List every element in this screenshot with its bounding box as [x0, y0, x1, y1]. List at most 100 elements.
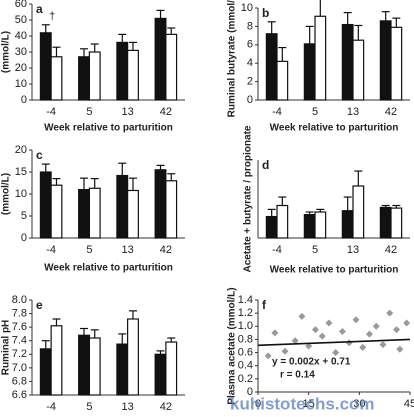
y-tick-label: 10: [15, 188, 27, 200]
y-axis-label: (mmol/L): [1, 173, 12, 215]
x-tick-label: 42: [385, 106, 397, 118]
x-tick-label: 5: [312, 106, 318, 118]
annotation: †: [49, 11, 55, 23]
watermark: kuhistotechs.com: [230, 394, 375, 413]
bar: [341, 23, 354, 101]
point: [271, 329, 279, 337]
bar: [276, 60, 289, 101]
bar: [88, 337, 101, 396]
bar: [154, 169, 167, 239]
y-tick-label: 7.0: [12, 362, 27, 374]
x-tick-label: -4: [46, 401, 56, 413]
point: [281, 347, 289, 355]
point: [396, 345, 404, 353]
y-tick-label: 15: [15, 166, 27, 178]
y-tick-label: 60: [15, 0, 27, 10]
x-tick-label: 13: [122, 401, 134, 413]
point: [291, 337, 299, 345]
bar: [50, 56, 63, 101]
point: [345, 339, 353, 347]
bar: [50, 184, 63, 239]
bar: [303, 214, 316, 239]
y-tick-label: 4: [247, 57, 253, 69]
panel-label: c: [36, 148, 43, 162]
bar: [127, 189, 139, 239]
y-axis-label: Ruminal pH: [1, 320, 12, 376]
point: [386, 309, 394, 317]
bar: [154, 17, 167, 101]
x-tick-label: 5: [86, 244, 92, 256]
y-tick-label: 7.8: [12, 307, 27, 319]
y-axis-label: (mmol/L): [1, 31, 12, 73]
point: [359, 343, 367, 351]
y-tick-label: 0.2: [238, 373, 253, 385]
y-axis-label: Ruminal butyrate (mmol/L): [227, 0, 238, 117]
y-tick-label: 0.8: [238, 333, 253, 345]
y-tick-label: 0.4: [238, 360, 253, 372]
bar: [39, 348, 52, 396]
y-tick-label: 50: [15, 14, 27, 26]
x-tick-label: 5: [312, 244, 318, 256]
x-tick-label: 5: [86, 401, 92, 413]
bar: [341, 210, 354, 239]
trend-line: [257, 338, 411, 347]
y-tick-label: 0.6: [238, 346, 253, 358]
x-axis-label: Week relative to parturition: [44, 123, 173, 134]
x-tick-label: 30: [353, 398, 365, 410]
bar: [390, 207, 403, 239]
y-tick-label: 0: [21, 94, 27, 106]
bar: [379, 206, 392, 239]
bar: [116, 41, 129, 101]
bar: [116, 343, 129, 396]
x-tick-label: 42: [160, 244, 172, 256]
bar: [78, 189, 90, 239]
point: [372, 322, 380, 330]
point: [379, 341, 387, 349]
y-tick-label: 7.2: [12, 348, 27, 360]
bar: [50, 325, 63, 396]
bar: [165, 341, 178, 396]
x-tick-label: 42: [385, 244, 397, 256]
point: [325, 319, 333, 327]
x-tick-label: 5: [86, 106, 92, 118]
y-tick-label: 0: [247, 94, 253, 106]
x-tick-label: 0: [255, 398, 261, 410]
x-tick-label: 15: [303, 398, 315, 410]
bar: [116, 174, 129, 239]
x-axis-label: Week relative to parturition: [270, 265, 399, 276]
point: [305, 342, 313, 350]
point: [365, 330, 373, 338]
x-tick-label: 42: [160, 401, 172, 413]
bar: [88, 187, 101, 239]
panel-label: f: [262, 298, 267, 312]
point: [332, 349, 340, 357]
bar: [303, 43, 316, 101]
panel-label: e: [36, 298, 43, 312]
x-axis-label: Week relative to parturition: [270, 123, 399, 134]
y-tick-label: 8.0: [12, 294, 27, 306]
y-tick-label: 1.2: [238, 307, 253, 319]
bar: [314, 211, 327, 239]
y-tick-label: 0: [21, 232, 27, 244]
bar: [314, 15, 327, 101]
y-tick-label: 30: [15, 46, 27, 58]
bar: [39, 171, 52, 239]
point: [318, 332, 326, 340]
y-tick-label: 0: [247, 386, 253, 398]
x-tick-label: -4: [272, 244, 282, 256]
bar: [390, 26, 403, 101]
bar: [127, 49, 139, 101]
x-tick-label: 42: [160, 106, 172, 118]
y-tick-label: 7.4: [12, 335, 27, 347]
y-tick-label: 40: [15, 30, 27, 42]
bar: [88, 51, 101, 101]
x-tick-label: 45: [404, 398, 414, 410]
panel-label: b: [262, 6, 269, 20]
x-tick-label: -4: [272, 106, 282, 118]
bar: [265, 33, 278, 101]
point: [392, 326, 400, 334]
bar: [78, 56, 90, 101]
panel-label: a: [36, 2, 43, 16]
bar: [165, 33, 178, 101]
